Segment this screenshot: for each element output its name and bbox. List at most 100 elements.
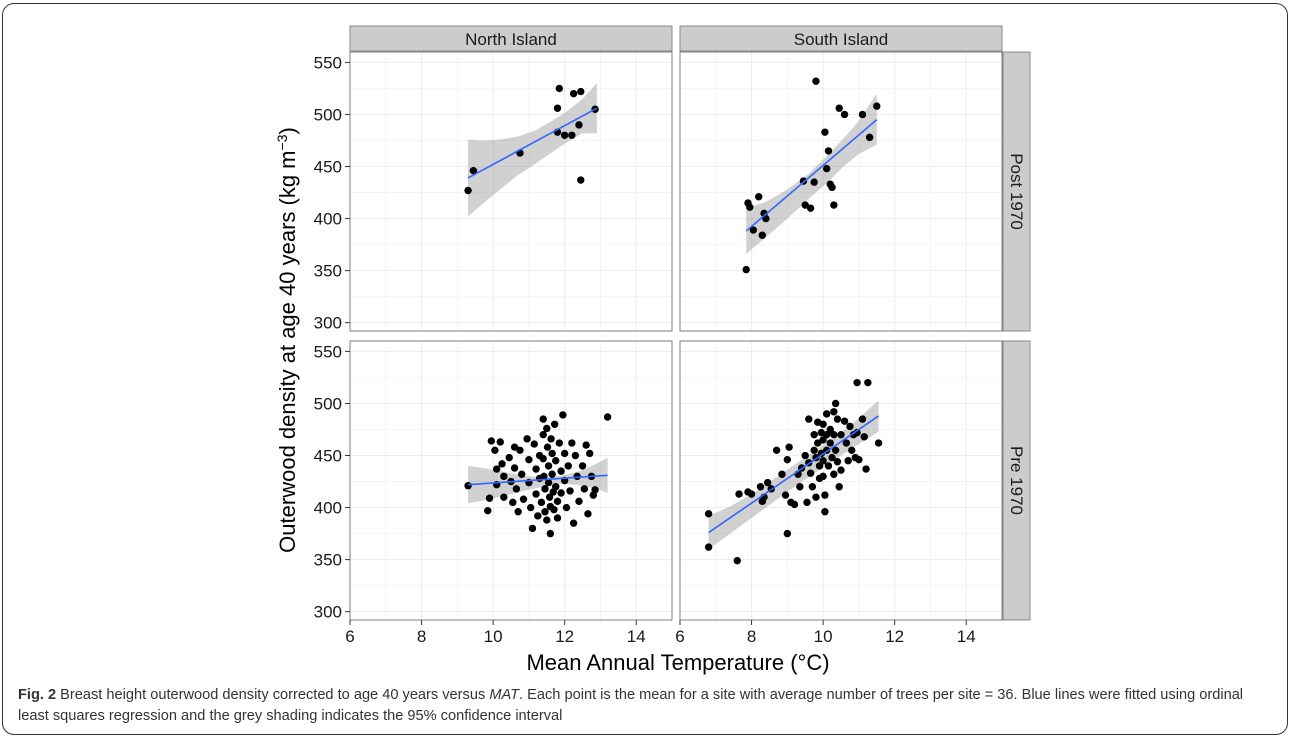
data-point — [810, 430, 818, 439]
data-point — [526, 503, 535, 512]
data-point — [568, 439, 576, 447]
data-point — [822, 164, 831, 173]
data-point — [534, 512, 542, 520]
y-axis-title-exponent: −3 — [274, 134, 290, 150]
data-point — [735, 490, 743, 498]
figure-frame — [2, 3, 1288, 735]
data-point — [539, 454, 547, 463]
data-point — [831, 399, 840, 408]
data-point — [584, 510, 592, 518]
data-point — [830, 430, 838, 439]
data-point — [547, 435, 555, 443]
column-strip-label: South Island — [794, 30, 889, 49]
data-point — [519, 495, 528, 503]
data-point — [835, 104, 843, 112]
y-tick-label: 550 — [314, 53, 342, 72]
data-point — [573, 472, 581, 481]
data-point — [500, 493, 508, 501]
data-point — [853, 428, 861, 437]
data-point — [844, 457, 852, 465]
data-point — [537, 498, 546, 507]
data-point — [571, 451, 580, 460]
data-point — [603, 413, 612, 421]
data-point — [500, 472, 508, 481]
y-tick-label: 550 — [314, 342, 342, 361]
data-point — [830, 470, 838, 478]
x-tick-label: 6 — [345, 627, 354, 646]
data-point — [543, 516, 551, 524]
regression-line — [468, 474, 608, 486]
data-point — [525, 455, 533, 464]
y-axis-title: Outerwood density at age 40 years (kg m−… — [274, 127, 300, 553]
data-point — [790, 500, 799, 509]
regression-line — [467, 107, 598, 179]
data-point — [808, 483, 817, 491]
data-point — [828, 453, 836, 462]
data-point — [805, 415, 813, 423]
data-point — [822, 430, 831, 439]
data-point — [862, 465, 870, 473]
data-point — [512, 485, 521, 493]
data-point — [826, 425, 834, 434]
data-point — [833, 458, 842, 466]
caption-text-2: . Each point is the mean for a site with… — [18, 687, 1244, 724]
data-point — [830, 201, 838, 209]
x-tick-label: 14 — [957, 627, 976, 646]
facet-panel: 6 8 10 12 14 — [675, 340, 1003, 646]
data-point — [837, 466, 845, 474]
data-point — [514, 508, 522, 516]
data-point — [846, 422, 854, 431]
data-point — [550, 420, 559, 428]
y-tick-label: 500 — [314, 394, 342, 413]
data-point — [553, 514, 562, 522]
data-point — [833, 415, 842, 423]
data-point — [509, 498, 517, 507]
data-point — [821, 508, 829, 516]
data-point — [803, 498, 811, 507]
data-point — [772, 446, 781, 455]
data-point — [749, 226, 758, 234]
data-point — [553, 104, 562, 112]
data-point — [540, 472, 548, 481]
x-tick-label: 10 — [814, 627, 833, 646]
y-tick-label: 500 — [314, 105, 342, 124]
data-point — [544, 478, 553, 487]
data-point — [491, 446, 499, 455]
data-point — [575, 497, 583, 506]
data-point — [821, 491, 829, 499]
confidence-band — [468, 83, 597, 217]
data-point — [541, 508, 549, 516]
data-point — [464, 186, 472, 195]
data-point — [528, 524, 537, 533]
panel-border — [349, 51, 673, 332]
data-point — [864, 378, 872, 387]
data-point — [858, 110, 867, 119]
data-point — [496, 438, 504, 446]
data-point — [569, 89, 578, 98]
data-point — [498, 460, 506, 468]
caption-label: Fig. 2 — [18, 687, 57, 703]
faceted-scatter-chart: North Island South Island Post 1970 Pre 197… — [274, 25, 1031, 675]
data-point — [553, 497, 562, 506]
panel-border — [349, 340, 673, 621]
data-point — [810, 446, 818, 455]
regression-line — [745, 119, 878, 232]
data-point — [840, 110, 849, 119]
data-point — [824, 147, 833, 155]
x-tick-label: 10 — [484, 627, 503, 646]
data-point — [860, 433, 868, 441]
data-point — [814, 439, 822, 447]
y-tick-label: 400 — [314, 210, 342, 229]
data-point — [541, 485, 549, 493]
data-point — [783, 529, 792, 538]
data-point — [543, 424, 551, 433]
data-point — [865, 133, 874, 142]
data-point — [810, 178, 818, 186]
y-tick-label: 450 — [314, 158, 342, 177]
data-point — [510, 443, 519, 451]
column-strip — [349, 25, 673, 52]
facet-panel: 300 350 400 450 500 550 6 8 10 12 14 — [314, 340, 673, 646]
data-point — [543, 443, 552, 451]
data-point — [756, 483, 765, 491]
data-point — [523, 435, 531, 443]
